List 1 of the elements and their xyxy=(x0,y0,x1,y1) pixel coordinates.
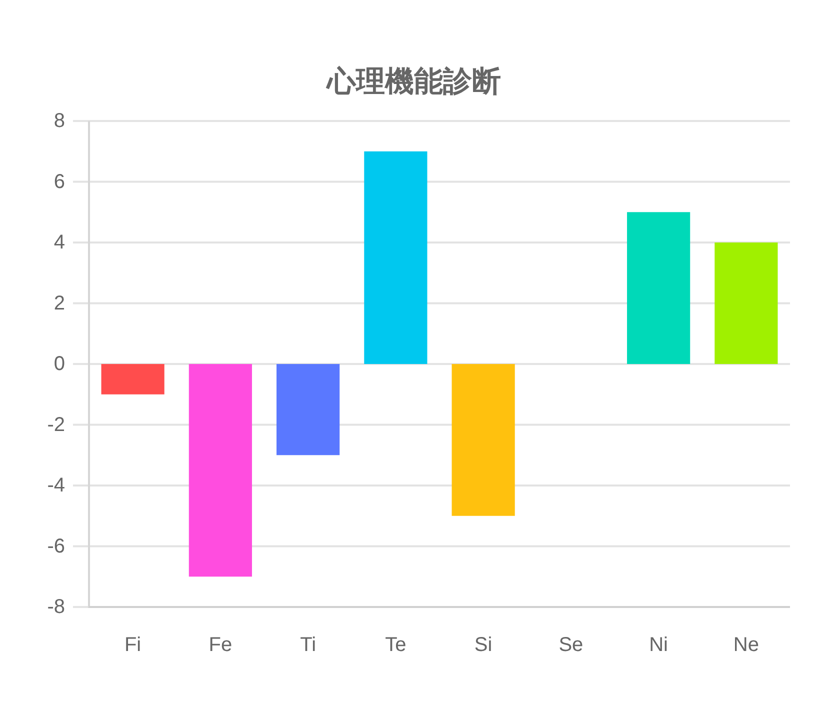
title: 心理機能診断 xyxy=(327,66,501,98)
